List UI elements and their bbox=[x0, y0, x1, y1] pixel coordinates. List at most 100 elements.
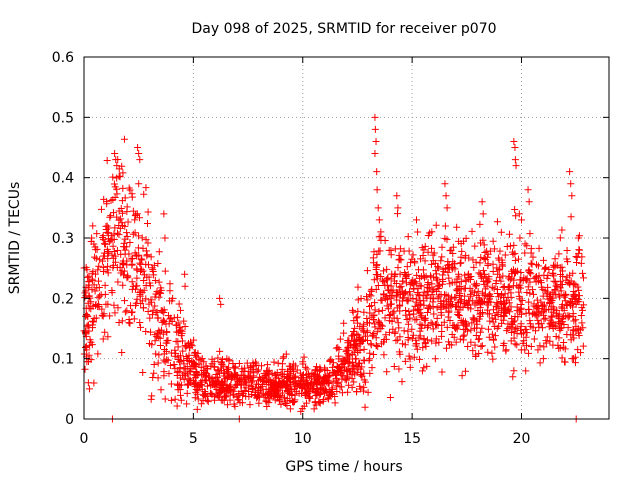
data-point bbox=[110, 180, 118, 188]
data-point bbox=[557, 271, 565, 279]
data-point bbox=[492, 280, 500, 288]
data-point bbox=[469, 256, 477, 264]
data-point bbox=[484, 348, 492, 356]
data-point bbox=[501, 308, 509, 316]
data-point bbox=[537, 298, 545, 306]
data-point bbox=[154, 260, 162, 268]
data-point bbox=[126, 319, 134, 327]
data-point bbox=[112, 258, 120, 266]
data-point bbox=[415, 355, 423, 363]
data-point bbox=[336, 335, 344, 343]
data-point bbox=[137, 260, 145, 268]
data-point bbox=[394, 210, 402, 218]
x-tick-label: 15 bbox=[403, 431, 421, 447]
data-point bbox=[237, 371, 245, 379]
data-point bbox=[204, 365, 212, 373]
data-point bbox=[349, 332, 357, 340]
data-point bbox=[178, 381, 186, 389]
data-point bbox=[101, 328, 109, 336]
data-point bbox=[478, 324, 486, 332]
data-point bbox=[171, 365, 179, 373]
data-point bbox=[157, 307, 165, 315]
data-point bbox=[552, 333, 560, 341]
data-point bbox=[458, 372, 466, 380]
data-point bbox=[443, 323, 451, 331]
data-point bbox=[439, 278, 447, 286]
data-point bbox=[567, 336, 575, 344]
data-point bbox=[403, 315, 411, 323]
data-point bbox=[468, 319, 476, 327]
data-point bbox=[472, 351, 480, 359]
data-point bbox=[340, 329, 348, 337]
data-point bbox=[461, 318, 469, 326]
data-point bbox=[525, 267, 533, 275]
data-point bbox=[335, 365, 343, 373]
data-point bbox=[321, 389, 329, 397]
data-point bbox=[114, 304, 122, 312]
data-point bbox=[333, 387, 341, 395]
data-point bbox=[569, 326, 577, 334]
data-point bbox=[553, 261, 561, 269]
data-point bbox=[375, 247, 383, 255]
data-point bbox=[113, 213, 121, 221]
data-point bbox=[433, 276, 441, 284]
data-point bbox=[540, 315, 548, 323]
data-point bbox=[111, 309, 119, 317]
data-point bbox=[471, 242, 479, 250]
data-point bbox=[132, 282, 140, 290]
data-point bbox=[539, 292, 547, 300]
data-point bbox=[118, 349, 126, 357]
data-point bbox=[242, 384, 250, 392]
data-point bbox=[290, 385, 298, 393]
data-point bbox=[472, 331, 480, 339]
data-point bbox=[483, 282, 491, 290]
data-point bbox=[556, 326, 564, 334]
data-point bbox=[81, 343, 89, 351]
data-point bbox=[226, 383, 234, 391]
data-point bbox=[396, 245, 404, 253]
data-point bbox=[155, 248, 163, 256]
data-point bbox=[95, 283, 103, 291]
data-point bbox=[123, 233, 131, 241]
data-point bbox=[517, 300, 525, 308]
data-point bbox=[490, 336, 498, 344]
data-point bbox=[430, 310, 438, 318]
data-point bbox=[413, 315, 421, 323]
data-point bbox=[535, 244, 543, 252]
data-point bbox=[154, 359, 162, 367]
data-point bbox=[371, 320, 379, 328]
data-point bbox=[270, 358, 278, 366]
data-point bbox=[539, 256, 547, 264]
data-point bbox=[529, 253, 537, 261]
data-point bbox=[97, 205, 105, 213]
data-point bbox=[570, 317, 578, 325]
data-point bbox=[494, 311, 502, 319]
data-point bbox=[510, 137, 518, 145]
data-point bbox=[370, 329, 378, 337]
data-point bbox=[371, 125, 379, 133]
data-point bbox=[133, 295, 141, 303]
data-point bbox=[277, 400, 285, 408]
data-point bbox=[374, 342, 382, 350]
data-point bbox=[120, 135, 128, 143]
data-point bbox=[408, 255, 416, 263]
data-point bbox=[334, 344, 342, 352]
data-point bbox=[413, 271, 421, 279]
data-point bbox=[470, 263, 478, 271]
data-point bbox=[222, 392, 230, 400]
data-point bbox=[574, 325, 582, 333]
data-point bbox=[442, 192, 450, 200]
data-point bbox=[387, 294, 395, 302]
data-point bbox=[172, 321, 180, 329]
data-point bbox=[484, 278, 492, 286]
data-point bbox=[126, 186, 134, 194]
data-point bbox=[577, 312, 585, 320]
data-point bbox=[137, 323, 145, 331]
data-point bbox=[568, 192, 576, 200]
data-point bbox=[214, 354, 222, 362]
data-point bbox=[111, 183, 119, 191]
data-point bbox=[475, 298, 483, 306]
data-point bbox=[156, 289, 164, 297]
data-point bbox=[404, 233, 412, 241]
data-point bbox=[127, 255, 135, 263]
